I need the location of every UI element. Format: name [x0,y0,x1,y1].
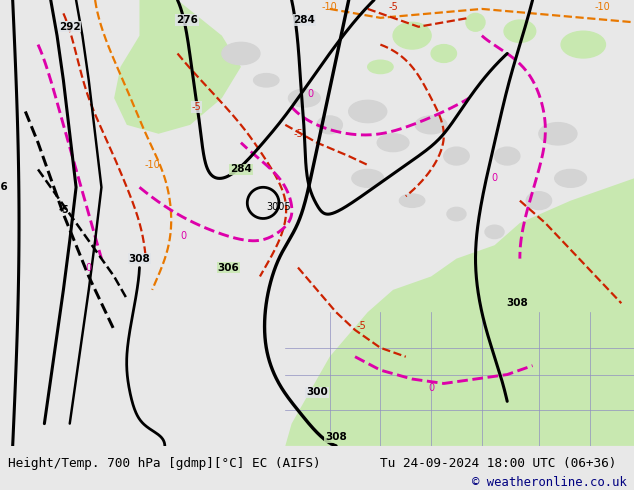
Text: -5: -5 [191,102,202,112]
Ellipse shape [352,170,384,187]
Text: 308: 308 [325,432,347,442]
Text: -5: -5 [388,1,398,12]
Ellipse shape [447,207,466,220]
Text: 276: 276 [176,15,198,25]
Text: Height/Temp. 700 hPa [gdmp][°C] EC (AIFS): Height/Temp. 700 hPa [gdmp][°C] EC (AIFS… [8,457,320,470]
Ellipse shape [485,225,504,239]
Ellipse shape [539,122,577,145]
Text: 0: 0 [307,89,314,98]
Text: 0: 0 [86,263,92,272]
Text: 300: 300 [306,388,328,397]
Text: -10: -10 [322,1,337,12]
Text: -5: -5 [356,320,366,331]
Text: 292: 292 [59,22,81,32]
Text: 306: 306 [217,263,239,272]
Ellipse shape [526,192,552,210]
Text: 284: 284 [294,15,315,25]
Text: -5: -5 [58,204,68,215]
Text: © weatheronline.co.uk: © weatheronline.co.uk [472,476,626,489]
Text: 0: 0 [491,173,498,183]
Ellipse shape [368,60,393,74]
Text: 308: 308 [129,254,150,264]
Text: -10: -10 [145,160,160,170]
Ellipse shape [222,42,260,65]
Text: 284: 284 [230,165,252,174]
Text: -10: -10 [595,1,610,12]
Polygon shape [114,0,241,134]
Ellipse shape [504,20,536,42]
Text: 308: 308 [506,298,527,308]
Ellipse shape [495,147,520,165]
Ellipse shape [431,45,456,62]
Text: 3005: 3005 [267,202,291,212]
Polygon shape [178,0,634,446]
Ellipse shape [349,100,387,122]
Ellipse shape [444,147,469,165]
Ellipse shape [393,22,431,49]
Ellipse shape [561,31,605,58]
Text: -5: -5 [293,129,303,139]
Ellipse shape [555,170,586,187]
Ellipse shape [288,89,320,107]
Ellipse shape [415,116,447,134]
Text: 0: 0 [181,231,187,242]
Ellipse shape [254,74,279,87]
Text: Tu 24-09-2024 18:00 UTC (06+36): Tu 24-09-2024 18:00 UTC (06+36) [380,457,617,470]
Text: 0: 0 [428,383,434,393]
Ellipse shape [377,134,409,151]
Text: 316: 316 [0,182,8,192]
Ellipse shape [399,194,425,207]
Ellipse shape [317,116,342,134]
Ellipse shape [466,13,485,31]
